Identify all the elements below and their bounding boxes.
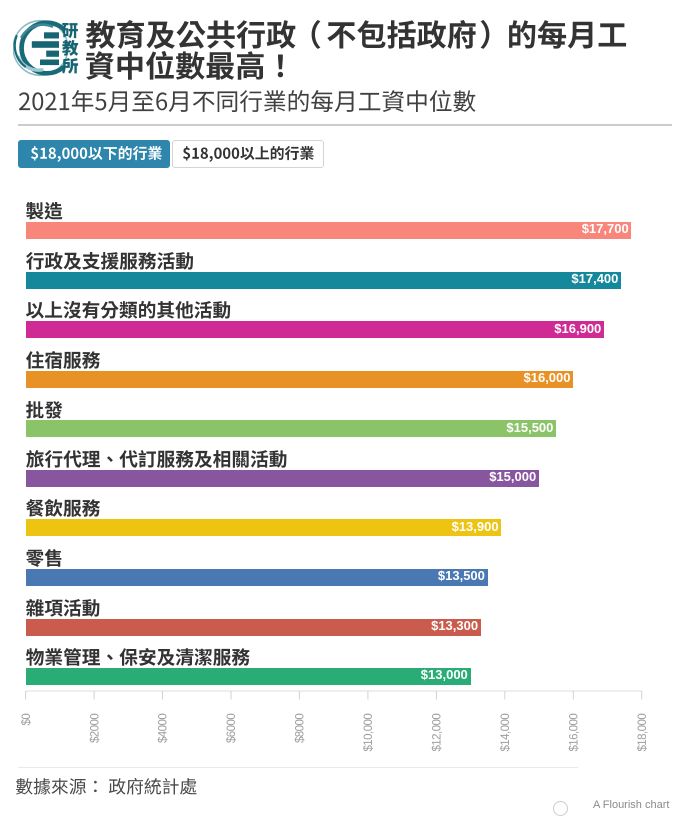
svg-text:$6000: $6000	[226, 714, 238, 743]
svg-text:$16,000: $16,000	[569, 714, 581, 752]
svg-text:$12,000: $12,000	[432, 714, 444, 752]
svg-text:$8000: $8000	[295, 714, 307, 743]
svg-text:$18,000: $18,000	[637, 714, 649, 752]
svg-text:$4000: $4000	[158, 714, 170, 743]
svg-text:$14,000: $14,000	[500, 714, 512, 752]
svg-text:$2000: $2000	[89, 714, 101, 743]
svg-text:$0: $0	[21, 714, 33, 726]
svg-text:$10,000: $10,000	[363, 714, 375, 752]
